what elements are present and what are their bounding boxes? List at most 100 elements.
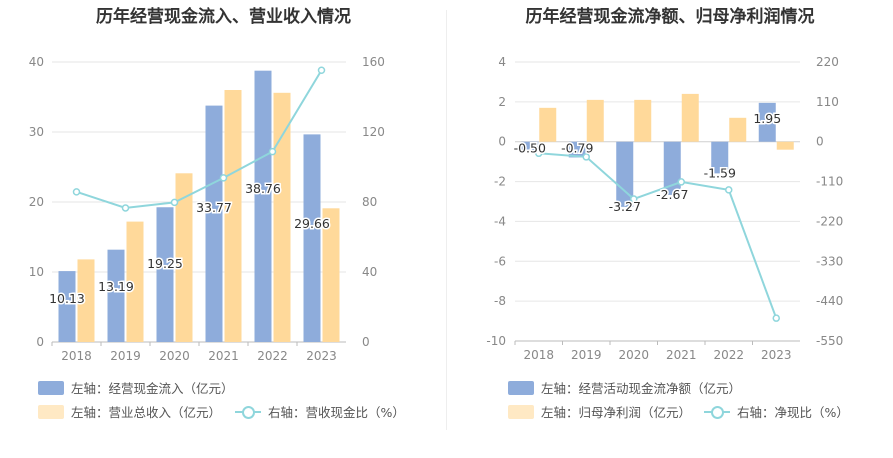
data-label: 33.77 — [196, 200, 232, 215]
line-series — [76, 69, 323, 209]
y-right-tick-label: 80 — [362, 195, 377, 209]
line-point — [170, 198, 179, 207]
legend-swatch — [38, 380, 64, 395]
y-left-tick-label: 20 — [29, 195, 44, 209]
legend-label: 左轴：经营活动现金流净额（亿元） — [541, 381, 742, 396]
data-label: 29.66 — [294, 216, 330, 231]
x-tick-label: 2018 — [61, 349, 92, 363]
y-right-tick-label: -440 — [816, 294, 843, 308]
legend-line-icon — [704, 405, 730, 419]
legend-item-cash-inflow[interactable]: 左轴：经营现金流入（亿元） — [38, 378, 234, 397]
panel-divider — [446, 10, 447, 430]
bar-primary — [303, 134, 321, 342]
line-series — [538, 152, 778, 319]
bar-primary — [616, 141, 634, 207]
data-label: -3.27 — [609, 199, 641, 214]
y-right-tick-label: 120 — [362, 125, 385, 139]
y-right-tick-label: 220 — [816, 55, 839, 69]
legend-swatch — [38, 404, 64, 419]
data-label: 1.95 — [753, 111, 781, 126]
bar-secondary — [539, 107, 557, 142]
data-label: 10.13 — [49, 291, 85, 306]
y-right-tick-label: -220 — [816, 214, 843, 228]
legend-item-net-profit[interactable]: 左轴：归母净利润（亿元） — [508, 402, 691, 421]
data-label: -2.67 — [656, 187, 688, 202]
x-tick-label: 2020 — [159, 349, 190, 363]
bar-primary — [107, 249, 125, 342]
y-left-tick-label: 0 — [498, 135, 506, 149]
bar-secondary — [322, 208, 340, 342]
line-point — [268, 147, 277, 156]
legend-item-net-cash-flow[interactable]: 左轴：经营活动现金流净额（亿元） — [508, 378, 741, 397]
legend-label: 左轴：营业总收入（亿元） — [71, 405, 222, 420]
bar-primary — [521, 141, 539, 152]
y-right-tick-label: 160 — [362, 55, 385, 69]
y-left-tick-label: -4 — [494, 214, 506, 228]
legend-item-net-cash-ratio[interactable]: 右轴：净现比（%） — [704, 402, 849, 421]
line-point — [630, 195, 638, 203]
chart-panel-right: 历年经营现金流净额、归母净利润情况 -10 -8 -6 -4 -2 0 2 4 -550 -440… — [447, 0, 893, 458]
bar-primary — [254, 70, 272, 343]
x-tick-label: 2023 — [306, 349, 337, 363]
x-tick-label: 2019 — [571, 348, 602, 362]
y-left-tick-label: -2 — [494, 175, 506, 189]
bar-primary — [568, 141, 586, 158]
data-label: 19.25 — [147, 256, 183, 271]
legend-label: 右轴：营收现金比（%） — [268, 405, 405, 420]
bar-primary — [711, 141, 729, 174]
x-tick-label: 2020 — [618, 348, 649, 362]
bar-primary — [156, 207, 174, 342]
chart-plot-right: -10 -8 -6 -4 -2 0 2 4 -550 -440 -330 -220 -110 0 110 22… — [486, 55, 843, 362]
data-label: -1.59 — [704, 165, 736, 180]
bar-secondary — [776, 141, 794, 150]
y-left-tick-label: 0 — [36, 335, 44, 349]
y-right-tick-label: -330 — [816, 254, 843, 268]
legend-label: 右轴：净现比（%） — [737, 405, 849, 420]
bar-secondary — [681, 93, 699, 142]
legend-item-revenue-cash-ratio[interactable]: 右轴：营收现金比（%） — [235, 402, 405, 421]
x-tick-label: 2022 — [257, 349, 288, 363]
y-right-tick-label: 110 — [816, 95, 839, 109]
y-right-tick-label: 40 — [362, 265, 377, 279]
bar-secondary — [77, 259, 95, 342]
data-label: 38.76 — [245, 181, 281, 196]
bar-secondary — [634, 99, 652, 142]
x-tick-label: 2019 — [110, 349, 141, 363]
legend-swatch — [508, 404, 534, 419]
line-point — [677, 178, 685, 186]
bar-secondary — [175, 173, 193, 342]
bar-secondary — [586, 99, 604, 142]
y-left-tick-label: 40 — [29, 55, 44, 69]
bar-primary — [663, 141, 681, 195]
bar-primary — [758, 102, 776, 142]
bar-primary — [205, 105, 223, 342]
chart-panel-left: 历年经营现金流入、营业收入情况 0 10 20 30 40 0 40 80 120 160 2018… — [29, 7, 405, 421]
data-label: -0.50 — [514, 141, 546, 156]
chart-title: 历年经营现金流入、营业收入情况 — [96, 7, 351, 27]
bar-primary — [58, 271, 76, 342]
line-point — [72, 188, 81, 196]
legend-swatch — [508, 380, 534, 395]
line-point — [582, 153, 590, 161]
y-left-tick-label: 4 — [498, 55, 506, 69]
legend-item-revenue[interactable]: 左轴：营业总收入（亿元） — [38, 402, 221, 421]
y-right-tick-label: 0 — [362, 335, 370, 349]
line-point — [772, 314, 780, 322]
line-point — [317, 66, 326, 74]
y-left-tick-label: 10 — [29, 265, 44, 279]
x-tick-label: 2018 — [523, 348, 554, 362]
y-left-tick-label: -8 — [494, 294, 506, 308]
bar-secondary — [273, 92, 291, 342]
y-left-tick-label: -6 — [494, 254, 506, 268]
legend-line-icon — [235, 405, 261, 419]
x-tick-label: 2021 — [208, 349, 239, 363]
line-point — [535, 149, 543, 158]
legend-label: 左轴：经营现金流入（亿元） — [71, 381, 234, 396]
y-left-tick-label: -10 — [486, 334, 506, 348]
bar-secondary — [126, 221, 144, 342]
line-point — [219, 174, 228, 182]
data-label: -0.79 — [561, 141, 593, 156]
x-tick-label: 2021 — [666, 348, 697, 362]
x-tick-label: 2023 — [761, 348, 792, 362]
y-right-tick-label: -550 — [816, 334, 843, 348]
